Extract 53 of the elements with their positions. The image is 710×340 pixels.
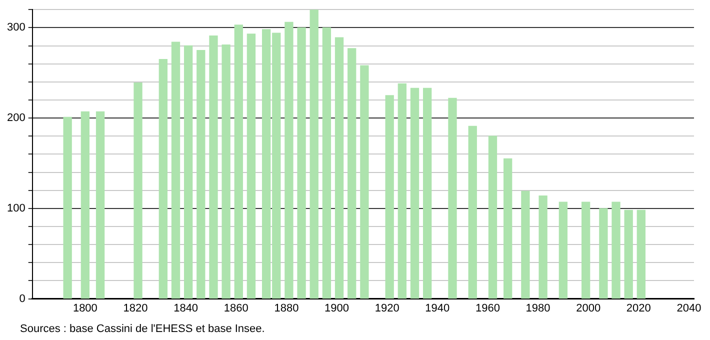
bar — [360, 65, 369, 299]
bar — [348, 48, 356, 299]
bar — [134, 82, 142, 299]
bar — [624, 210, 633, 299]
bar — [504, 158, 512, 299]
bar — [158, 58, 168, 299]
x-tick-label: 1900 — [324, 302, 350, 314]
bar — [63, 116, 72, 299]
bar — [334, 37, 344, 299]
bar — [234, 24, 243, 299]
bar — [581, 202, 590, 299]
x-tick-label: 2020 — [626, 302, 651, 314]
bar — [184, 45, 193, 299]
bar — [398, 83, 406, 299]
bar — [196, 50, 206, 299]
bar — [284, 22, 294, 299]
bar — [410, 88, 420, 299]
x-tick-label: 1800 — [72, 302, 98, 314]
x-tick-label: 1960 — [475, 302, 500, 314]
bar — [222, 44, 230, 299]
bar — [636, 210, 646, 299]
bar — [521, 190, 530, 299]
x-tick-label: 2040 — [676, 302, 702, 314]
bar — [558, 202, 568, 299]
y-tick-label: 0 — [19, 292, 26, 305]
bar — [310, 10, 318, 299]
bar — [209, 35, 218, 299]
y-tick-label: 200 — [6, 112, 26, 124]
bar — [538, 195, 548, 299]
bar — [448, 98, 457, 299]
x-tick-label: 1920 — [374, 302, 400, 314]
bar — [423, 88, 432, 299]
x-tick-label: 1840 — [174, 302, 198, 314]
x-tick-label: 2000 — [576, 302, 601, 314]
bar — [488, 136, 498, 299]
bar — [599, 208, 608, 299]
bar — [246, 34, 256, 299]
y-tick-label: 300 — [6, 22, 26, 34]
x-tick-label: 1980 — [526, 302, 550, 314]
x-tick-label: 1820 — [123, 302, 148, 314]
x-tick-label: 1880 — [274, 302, 299, 314]
bar — [297, 27, 306, 299]
bar — [322, 27, 332, 299]
bar — [96, 111, 105, 299]
x-tick-label: 1940 — [425, 302, 450, 314]
bar — [385, 95, 394, 299]
bar — [468, 126, 477, 299]
bar — [80, 111, 90, 299]
bar — [171, 42, 180, 299]
y-tick-label: 100 — [6, 202, 26, 214]
bar — [612, 202, 620, 299]
x-tick-label: 1860 — [224, 302, 248, 314]
source-note: Sources : base Cassini de l'EHESS et base Insee. — [20, 323, 265, 335]
